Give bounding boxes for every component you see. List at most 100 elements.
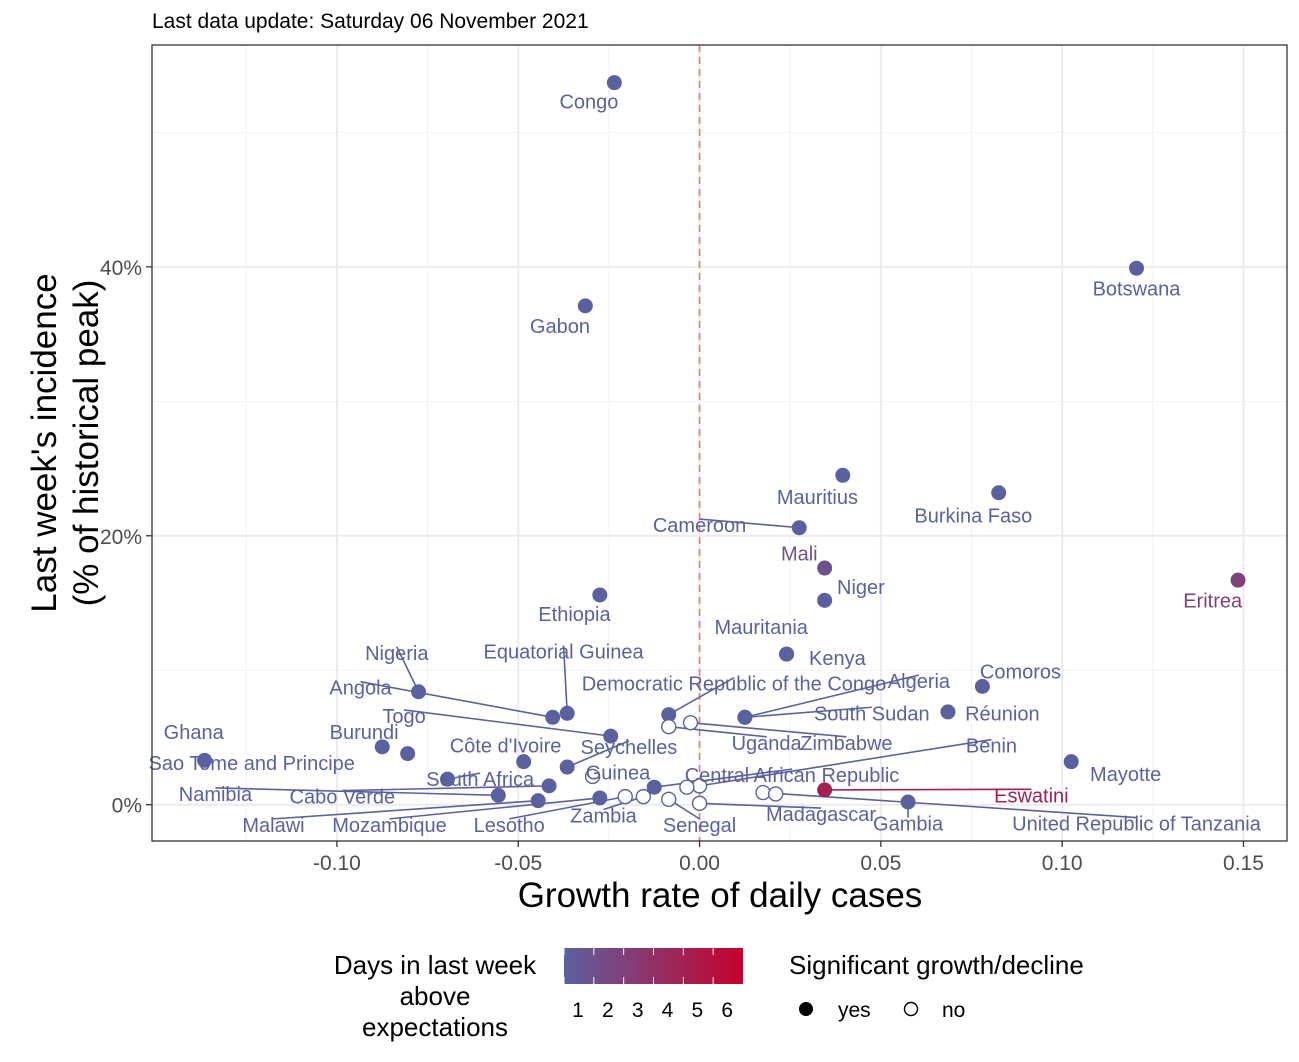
x-tick-label: 0.05 bbox=[860, 852, 901, 875]
data-point bbox=[541, 778, 557, 794]
point-label: Comoros bbox=[980, 662, 1061, 684]
data-point-open bbox=[661, 719, 677, 735]
point-label: Kenya bbox=[809, 648, 867, 670]
data-point-open bbox=[661, 791, 677, 808]
x-tick-label: 0.00 bbox=[679, 852, 720, 875]
point-label: Democratic Republic of the Congo bbox=[582, 674, 887, 696]
data-point bbox=[661, 707, 677, 723]
data-point bbox=[940, 704, 956, 720]
x-axis-title: Growth rate of daily cases bbox=[518, 876, 923, 915]
data-point bbox=[835, 467, 851, 483]
y-axis-title-line2: (% of historical peak) bbox=[67, 280, 106, 607]
label-leader bbox=[562, 645, 568, 714]
point-label: Burundi bbox=[330, 722, 399, 744]
point-label: Burkina Faso bbox=[914, 506, 1032, 528]
data-point bbox=[1129, 260, 1145, 276]
y-tick-label: 0% bbox=[112, 795, 142, 818]
label-leaders bbox=[215, 518, 1137, 820]
data-point bbox=[646, 779, 662, 795]
point-label: Congo bbox=[559, 91, 618, 113]
data-point bbox=[440, 771, 456, 787]
point-label: Gabon bbox=[530, 316, 590, 338]
data-point bbox=[606, 75, 622, 91]
point-label: Mali bbox=[781, 543, 818, 565]
data-point bbox=[900, 794, 916, 810]
panel-border bbox=[151, 44, 1288, 842]
point-label: Lesotho bbox=[474, 815, 545, 837]
data-point bbox=[559, 705, 575, 721]
data-point bbox=[490, 787, 506, 803]
label-leader bbox=[215, 787, 499, 797]
color-legend-title-line3: expectations bbox=[362, 1012, 508, 1042]
data-point-open bbox=[635, 788, 652, 805]
label-leader bbox=[699, 518, 800, 529]
label-leader bbox=[668, 725, 767, 738]
data-point bbox=[1063, 754, 1079, 770]
data-point-open bbox=[768, 786, 784, 802]
point-label: Gambia bbox=[873, 814, 944, 836]
point-label: Mozambique bbox=[332, 815, 447, 837]
label-leader bbox=[824, 788, 1032, 791]
point-label: Togo bbox=[382, 706, 425, 728]
data-point bbox=[817, 560, 833, 576]
point-label: Côte d'Ivoire bbox=[450, 736, 562, 758]
data-point-open bbox=[755, 784, 771, 801]
label-leader bbox=[342, 785, 550, 792]
point-label: Madagascar bbox=[766, 804, 876, 826]
grid bbox=[152, 45, 1287, 841]
data-point-open bbox=[679, 779, 695, 795]
colorbar-tick-label: 5 bbox=[691, 999, 703, 1022]
label-leader bbox=[360, 680, 553, 719]
point-label: Ghana bbox=[164, 722, 225, 744]
point-label: Equatorial Guinea bbox=[484, 641, 645, 663]
data-point bbox=[592, 587, 608, 603]
point-label: Zimbabwe bbox=[800, 733, 892, 755]
label-leader bbox=[654, 768, 793, 789]
point-label: Benin bbox=[966, 736, 1017, 758]
label-leader bbox=[566, 740, 630, 768]
point-label: Eswatini bbox=[994, 785, 1068, 807]
data-point bbox=[991, 485, 1007, 501]
y-tick-label: 40% bbox=[100, 257, 142, 280]
data-point bbox=[400, 746, 416, 762]
x-tick-label: 0.15 bbox=[1223, 852, 1264, 875]
point-label: Cameroon bbox=[653, 515, 746, 537]
colorbar-tick-label: 3 bbox=[632, 999, 644, 1022]
shape-legend-title: Significant growth/decline bbox=[789, 950, 1084, 980]
label-leader bbox=[690, 721, 847, 738]
label-leader bbox=[699, 738, 992, 787]
point-label: Eritrea bbox=[1183, 590, 1243, 612]
point-label: Ethiopia bbox=[538, 604, 611, 626]
y-axis-title-line1: Last week's incidence bbox=[25, 273, 64, 612]
data-point bbox=[817, 782, 833, 798]
y-axis-title: Last week's incidence (% of historical p… bbox=[25, 273, 106, 612]
data-point bbox=[737, 709, 753, 725]
data-point bbox=[559, 759, 575, 775]
point-label: Botswana bbox=[1093, 278, 1182, 300]
data-point bbox=[779, 646, 795, 662]
colorbar-tick-label: 4 bbox=[662, 999, 674, 1022]
legend-no-marker bbox=[903, 1001, 919, 1017]
label-leader bbox=[403, 709, 611, 737]
point-label: Cabo Verde bbox=[290, 787, 396, 809]
data-point bbox=[592, 790, 608, 806]
x-tick-label: -0.05 bbox=[494, 852, 542, 875]
point-label: Niger bbox=[837, 577, 885, 599]
point-label: South Africa bbox=[426, 769, 535, 791]
colorbar-tick-label: 1 bbox=[572, 999, 584, 1022]
data-point-open bbox=[691, 795, 708, 812]
label-leader bbox=[668, 676, 735, 716]
point-label: Seychelles bbox=[580, 737, 677, 759]
data-points bbox=[197, 75, 1246, 812]
y-tick-label: 20% bbox=[100, 526, 142, 549]
data-point bbox=[1230, 572, 1246, 588]
point-label: Algeria bbox=[888, 671, 951, 693]
point-label: Guinea bbox=[586, 762, 651, 784]
data-point bbox=[545, 709, 561, 725]
colorbar-tick-label: 2 bbox=[602, 999, 614, 1022]
label-leader bbox=[273, 799, 539, 820]
point-label: South Sudan bbox=[814, 703, 930, 725]
